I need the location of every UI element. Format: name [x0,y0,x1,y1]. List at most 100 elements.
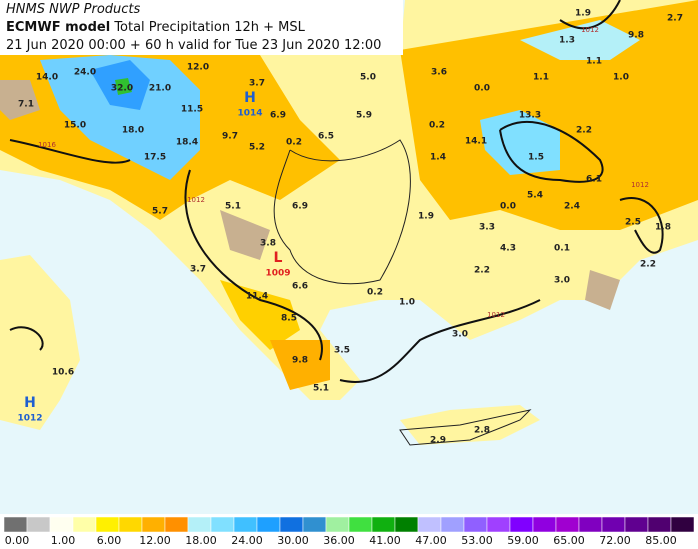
isobar-lines [9,0,664,383]
precip-label: 32.0 [111,84,133,94]
precip-label: 10.6 [52,368,74,378]
colorbar-cell [3,516,28,533]
precip-label: 5.4 [527,191,543,201]
colorbar-cell [325,516,350,533]
precip-label: 5.1 [225,202,241,212]
colorbar-label: 30.00 [277,534,309,547]
precip-label: 1.1 [533,73,549,83]
precip-label: 3.7 [249,79,265,89]
colorbar-cell [440,516,465,533]
precip-label: 3.5 [334,346,350,356]
precip-label: 21.0 [149,84,171,94]
coastlines [273,139,532,446]
model: ECMWF model [6,20,110,35]
colorbar-cell [578,516,603,533]
precip-label: 18.0 [122,126,144,136]
pressure-center: H [244,90,256,106]
precip-label: 0.0 [500,202,516,212]
validity: 21 Jun 2020 00:00 + 60 h valid for Tue 2… [6,38,381,53]
precip-label: 0.1 [554,244,570,254]
precip-label: 6.9 [270,111,286,121]
precip-label: 11.4 [246,292,268,302]
precip-label: 24.0 [74,68,96,78]
isobar-label: 1012 [581,26,599,34]
precip-label: 13.3 [519,111,541,121]
colorbar-label: 1.00 [51,534,76,547]
precip-label: 6.6 [292,282,308,292]
pressure-value: 1014 [237,109,262,119]
colorbar-label: 47.00 [415,534,447,547]
colorbar-cell [72,516,97,533]
colorbar-cell [463,516,488,533]
precip-label: 9.8 [628,31,644,41]
precip-label: 2.8 [474,426,490,436]
colorbar-label: 65.00 [553,534,585,547]
precip-label: 1.9 [418,212,434,222]
colorbar-cell [371,516,396,533]
precip-label: 1.0 [399,298,415,308]
colorbar-cell [26,516,51,533]
colorbar-cell [417,516,442,533]
colorbar-cell [486,516,511,533]
precip-label: 0.2 [367,288,383,298]
precip-label: 17.5 [144,153,166,163]
precip-label: 2.4 [564,202,580,212]
precip-label: 3.7 [190,265,206,275]
precip-label: 2.2 [640,260,656,270]
colorbar-cell [302,516,327,533]
colorbar-cell [187,516,212,533]
colorbar-label: 0.00 [5,534,30,547]
isobar-label: 1012 [487,311,505,319]
colorbar-cell [670,516,695,533]
precip-label: 3.0 [554,276,570,286]
colorbar-label: 85.00 [645,534,677,547]
precip-label: 1.1 [586,57,602,67]
precip-label: 2.5 [625,218,641,228]
colorbar-cell [210,516,235,533]
precip-label: 9.7 [222,132,238,142]
colorbar-label: 41.00 [369,534,401,547]
colorbar-cell [532,516,557,533]
colorbar-cell [555,516,580,533]
precip-label: 15.0 [64,121,86,131]
precip-label: 12.0 [187,63,209,73]
colorbar-cell [279,516,304,533]
colorbar-cell [118,516,143,533]
precip-label: 11.5 [181,105,203,115]
product-line: ECMWF model Total Precipitation 12h + MS… [6,20,306,35]
precip-label: 1.4 [430,153,446,163]
colorbar-cell [49,516,74,533]
precip-label: 0.2 [429,121,445,131]
isobar-label: 1016 [38,141,56,149]
precip-label: 2.7 [667,14,683,24]
header-box [0,0,403,55]
colorbar-label: 53.00 [461,534,493,547]
colorbar-cell [348,516,373,533]
precip-label: 5.0 [360,73,376,83]
colorbar-cell [164,516,189,533]
precip-label: 6.5 [318,132,334,142]
product: Total Precipitation 12h + MSL [113,20,305,35]
precip-label: 8.5 [281,314,297,324]
precip-label: 1.8 [655,223,671,233]
precip-label: 3.8 [260,239,276,249]
precip-label: 14.1 [465,137,487,147]
precip-label: 1.9 [575,9,591,19]
precip-label: 1.0 [613,73,629,83]
colorbar-cell [256,516,281,533]
precip-label: 5.1 [313,384,329,394]
colorbar-cell [394,516,419,533]
colorbar-label: 18.00 [185,534,217,547]
precip-label: 1.3 [559,36,575,46]
colorbar-cell [509,516,534,533]
precip-label: 0.0 [474,84,490,94]
precip-label: 18.4 [176,138,198,148]
precip-label: 9.8 [292,356,308,366]
precip-label: 0.2 [286,138,302,148]
precip-label: 3.3 [479,223,495,233]
precip-label: 6.9 [292,202,308,212]
precip-label: 7.1 [18,100,34,110]
precip-label: 5.2 [249,143,265,153]
precip-label: 14.0 [36,73,58,83]
land [0,0,698,445]
